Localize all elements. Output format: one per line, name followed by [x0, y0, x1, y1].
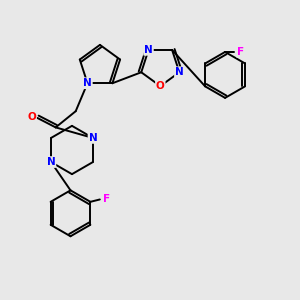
Text: N: N	[144, 45, 153, 55]
Text: N: N	[47, 157, 56, 167]
Text: F: F	[237, 47, 244, 57]
Text: N: N	[83, 78, 92, 88]
Text: F: F	[103, 194, 110, 205]
Text: N: N	[175, 67, 184, 77]
Text: N: N	[88, 133, 97, 143]
Text: O: O	[27, 112, 36, 122]
Text: O: O	[156, 81, 165, 91]
